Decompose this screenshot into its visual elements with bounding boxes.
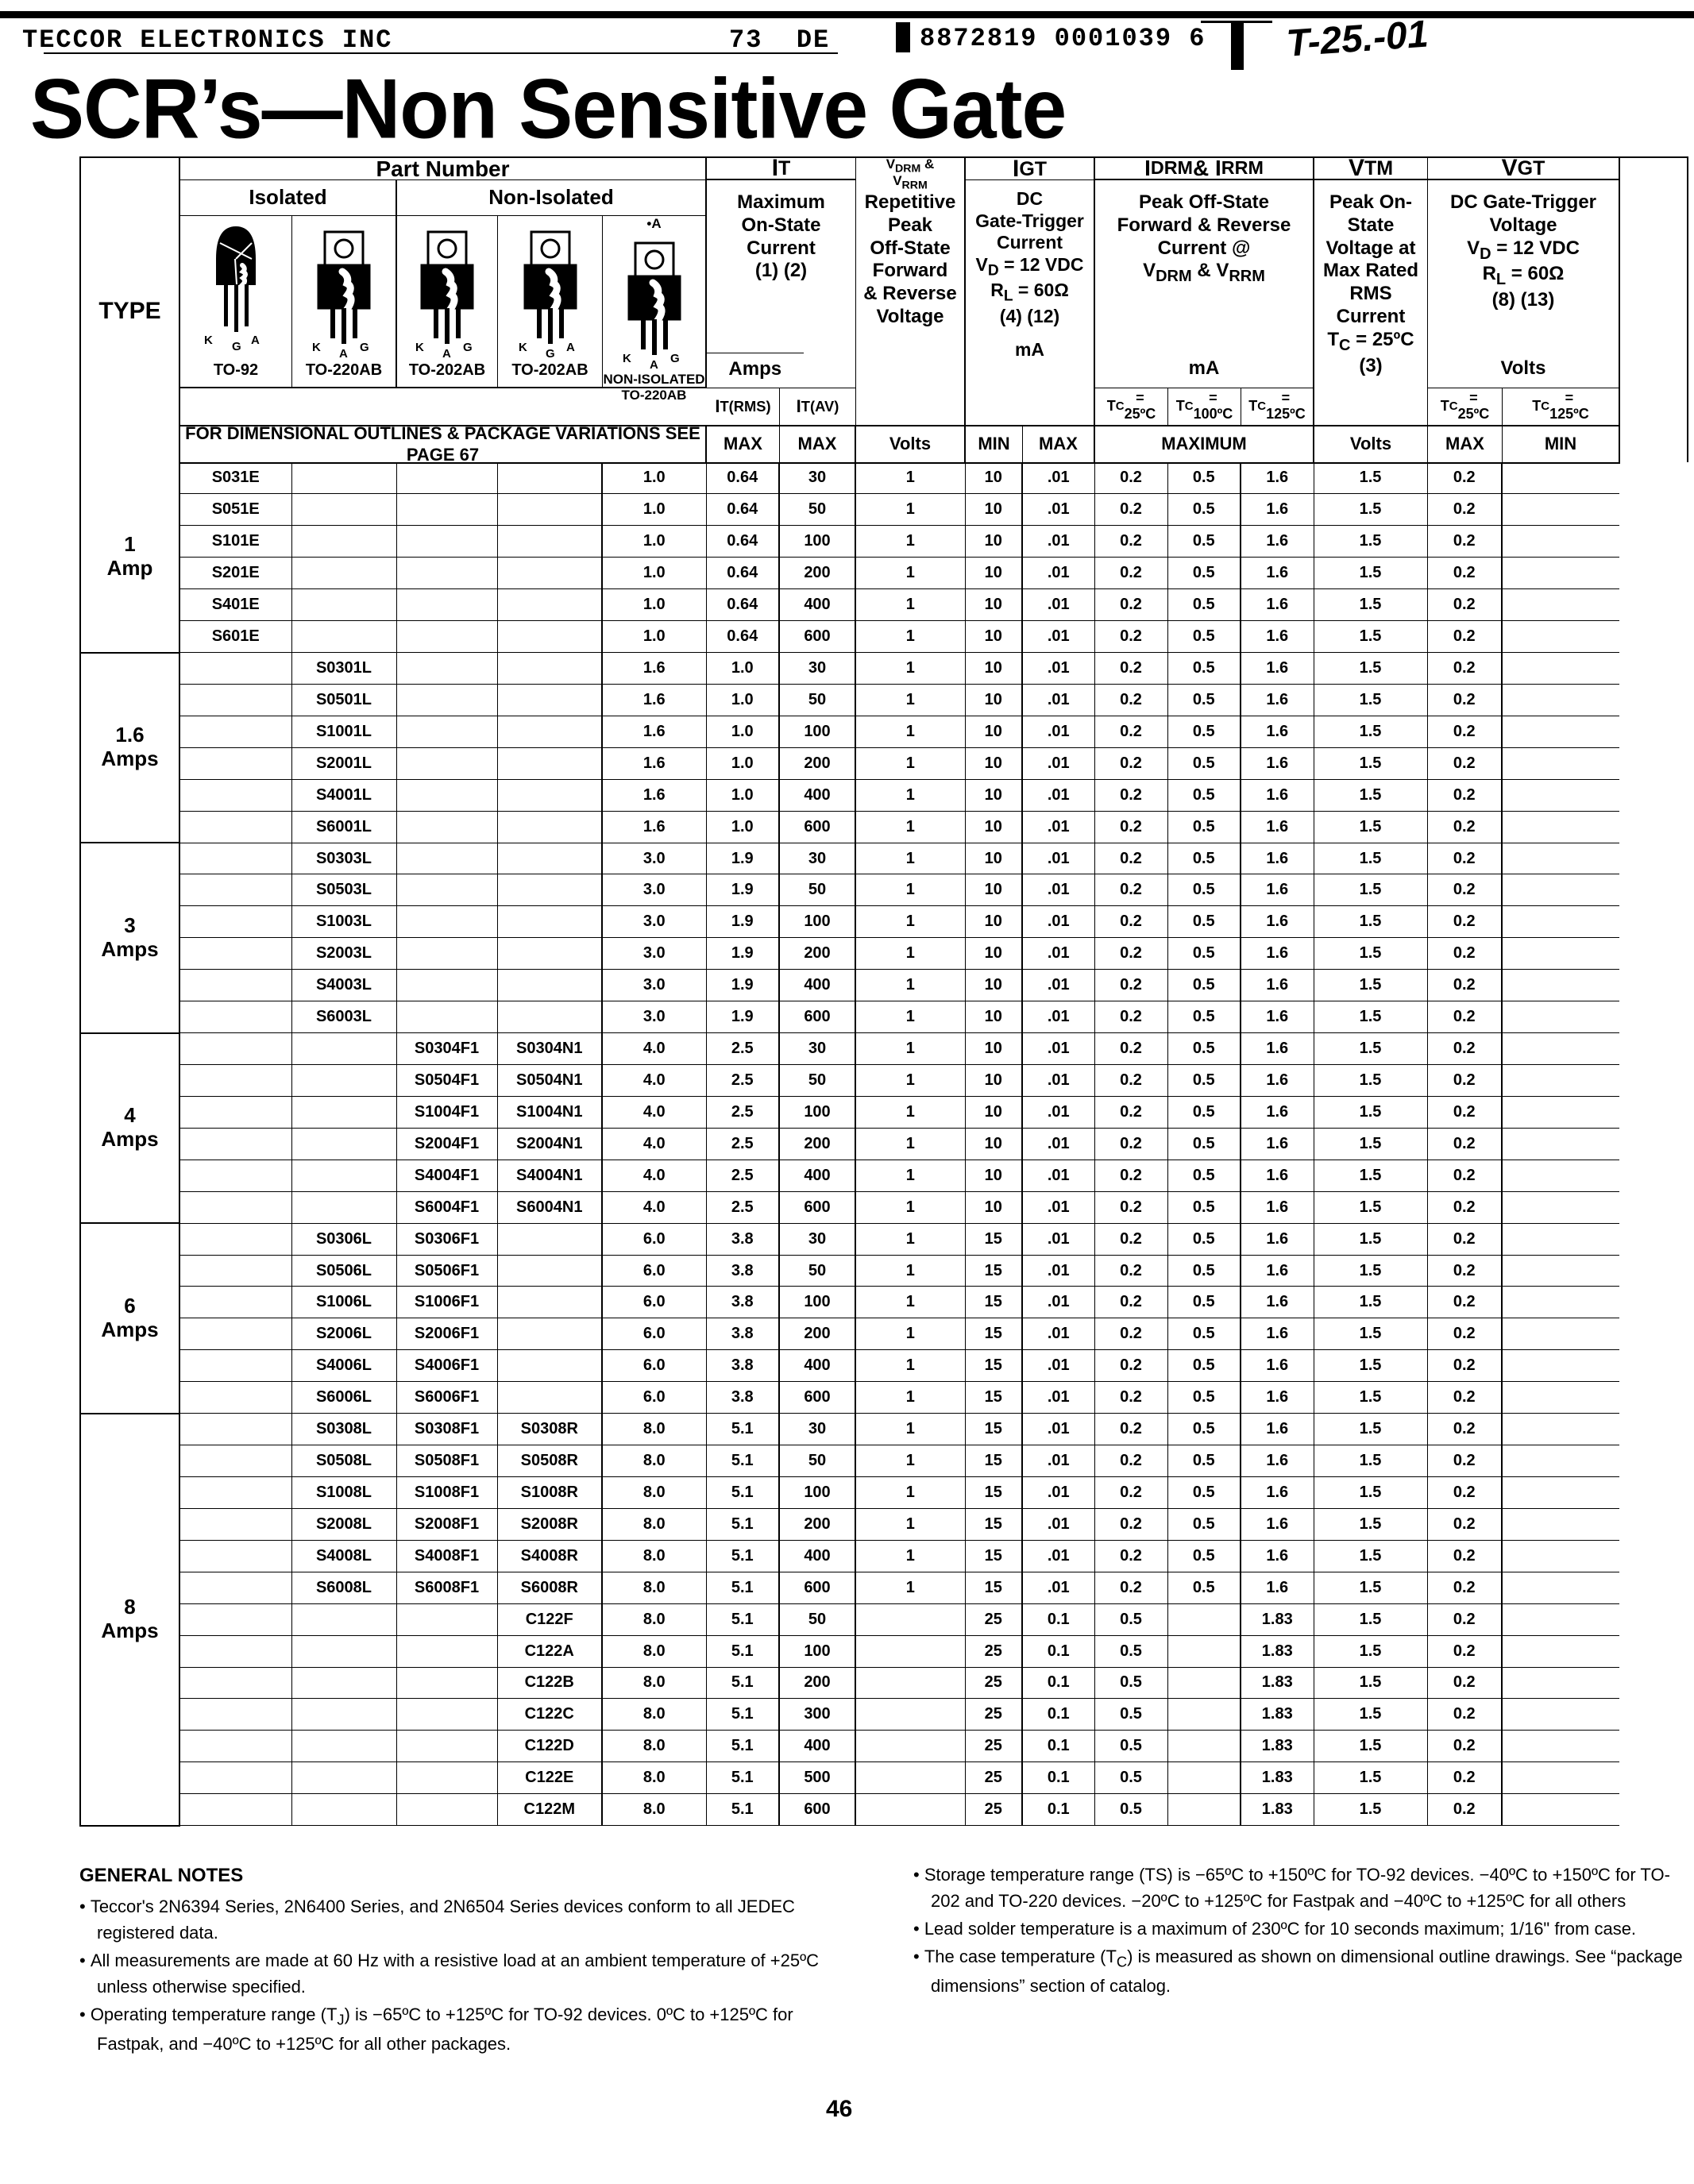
svg-text:G: G: [670, 352, 680, 365]
svg-text:G: G: [360, 341, 369, 354]
svg-text:A: A: [566, 341, 575, 354]
svg-text:A: A: [339, 347, 348, 357]
svg-text:K: K: [623, 352, 631, 365]
svg-text:A: A: [251, 334, 260, 347]
svg-text:A: A: [650, 358, 658, 369]
svg-text:K: K: [312, 341, 321, 354]
svg-text:K: K: [204, 334, 213, 347]
svg-text:G: G: [546, 347, 555, 357]
svg-text:K: K: [415, 341, 424, 354]
svg-text:G: G: [463, 341, 473, 354]
svg-text:A: A: [442, 347, 451, 357]
svg-text:G: G: [232, 340, 241, 353]
svg-text:K: K: [519, 341, 527, 354]
